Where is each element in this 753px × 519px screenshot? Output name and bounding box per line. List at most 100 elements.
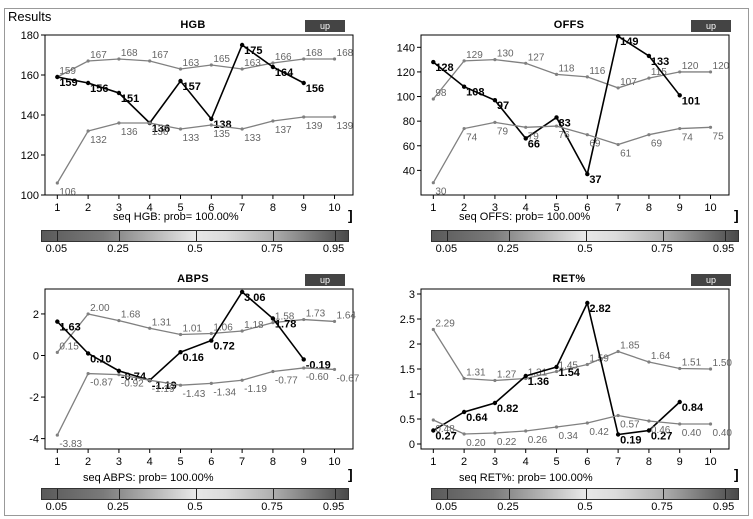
colorbar-label: 0.95 <box>712 243 735 255</box>
up-button[interactable]: up <box>691 20 731 32</box>
data-label: 0.57 <box>620 420 640 431</box>
colorbar-label: 0.05 <box>435 243 458 255</box>
colorbar-tick <box>273 489 274 499</box>
data-point <box>301 80 306 86</box>
x-tick-label: 1 <box>54 456 60 468</box>
colorbar-tick <box>196 489 197 499</box>
data-point <box>462 126 466 131</box>
x-tick-label: 9 <box>301 202 307 214</box>
up-button[interactable]: up <box>305 20 345 32</box>
data-point <box>55 74 60 80</box>
data-label: 159 <box>59 77 77 89</box>
data-point <box>615 432 621 437</box>
colorbar-label: 0.05 <box>435 501 458 513</box>
x-tick-label: 2 <box>85 202 91 214</box>
data-point <box>148 59 152 63</box>
x-tick-label: 9 <box>677 202 683 214</box>
data-point <box>524 429 528 433</box>
colorbar-tick <box>334 489 336 499</box>
up-button[interactable]: up <box>691 274 731 286</box>
colorbar-tick <box>663 489 664 499</box>
data-point <box>431 181 435 185</box>
data-label: 69 <box>589 139 601 150</box>
data-label: 156 <box>306 83 324 95</box>
data-point <box>708 125 713 129</box>
data-label: 97 <box>497 100 509 112</box>
data-point <box>178 127 183 131</box>
data-label: 130 <box>497 49 514 60</box>
panel-title: ABPS <box>177 273 209 285</box>
colorbar-tick <box>724 231 726 241</box>
y-tick-label: 1.5 <box>400 364 415 376</box>
data-point <box>302 366 306 370</box>
probability-colorbar <box>41 230 349 242</box>
y-tick-label: 180 <box>21 30 39 42</box>
data-point <box>493 431 497 435</box>
x-tick-label: 4 <box>523 202 529 214</box>
data-label: 116 <box>589 66 605 77</box>
data-label: 1.64 <box>651 351 671 362</box>
data-label: 0.16 <box>183 352 204 364</box>
x-tick-label: 6 <box>584 456 590 468</box>
data-point <box>178 67 183 71</box>
x-tick-label: 5 <box>553 456 559 468</box>
data-point <box>554 364 559 370</box>
y-tick-label: 80 <box>403 116 415 128</box>
x-tick-label: 4 <box>523 456 529 468</box>
data-label: 136 <box>121 127 138 138</box>
panel-ret-percent: RET% up 0 0.5 1 1.5 2 2.5 3 1 2 3 4 5 6 7 8 9 10 2.29 1.31… <box>389 267 749 513</box>
data-point <box>616 142 620 147</box>
data-point <box>647 360 651 364</box>
x-tick-label: 8 <box>646 456 652 468</box>
data-label: 2.00 <box>90 303 110 314</box>
x-tick-label: 9 <box>677 456 683 468</box>
data-point <box>431 59 436 65</box>
colorbar-label: 0.5 <box>577 501 593 513</box>
plot-area <box>44 34 354 196</box>
x-tick-label: 4 <box>147 202 153 214</box>
data-point <box>117 373 121 377</box>
y-tick-label: 1 <box>409 389 415 401</box>
data-label: 0.48 <box>435 424 455 435</box>
data-label: 0.46 <box>651 425 671 436</box>
data-point <box>86 59 90 63</box>
up-button[interactable]: up <box>305 274 345 286</box>
colorbar-label: 0.5 <box>187 501 203 513</box>
data-label: 69 <box>651 139 663 150</box>
data-point <box>271 61 275 65</box>
data-label: 0.10 <box>90 353 111 365</box>
data-point <box>646 428 652 433</box>
data-point <box>677 93 682 98</box>
data-label: 76 <box>559 130 571 141</box>
data-label: 137 <box>275 125 292 136</box>
data-label: 83 <box>559 117 571 129</box>
data-label: 159 <box>59 66 76 77</box>
colorbar-label: 0.5 <box>577 243 593 255</box>
data-label: 0.27 <box>435 431 456 443</box>
data-point <box>461 409 467 415</box>
x-tick-label: 2 <box>461 202 467 214</box>
data-label: 166 <box>275 52 292 63</box>
results-group: Results HGB up 100 120 140 160 180 1 2 3 4 5 6 7 8 9 1… <box>4 8 749 516</box>
y-tick-label: -2 <box>29 392 39 404</box>
x-tick-label: 7 <box>615 456 621 468</box>
data-label: 1.63 <box>59 322 80 334</box>
y-tick-label: 3 <box>409 289 415 301</box>
data-label: 120 <box>713 61 730 72</box>
data-point <box>271 369 275 374</box>
colorbar-label: 0.05 <box>45 243 68 255</box>
x-tick-label: 7 <box>615 202 621 214</box>
data-point <box>332 57 337 61</box>
data-label: 127 <box>528 52 545 63</box>
data-point <box>117 318 121 323</box>
data-point <box>461 84 467 89</box>
bracket-marker: ] <box>348 466 353 482</box>
data-label: -0.87 <box>90 378 113 389</box>
colorbar-tick <box>509 231 510 241</box>
x-tick-label: 5 <box>553 202 559 214</box>
y-tick-label: 160 <box>21 70 39 82</box>
data-point <box>209 338 214 343</box>
data-label: -0.60 <box>306 372 329 383</box>
data-label: 74 <box>682 133 694 144</box>
probability-colorbar <box>431 488 739 500</box>
